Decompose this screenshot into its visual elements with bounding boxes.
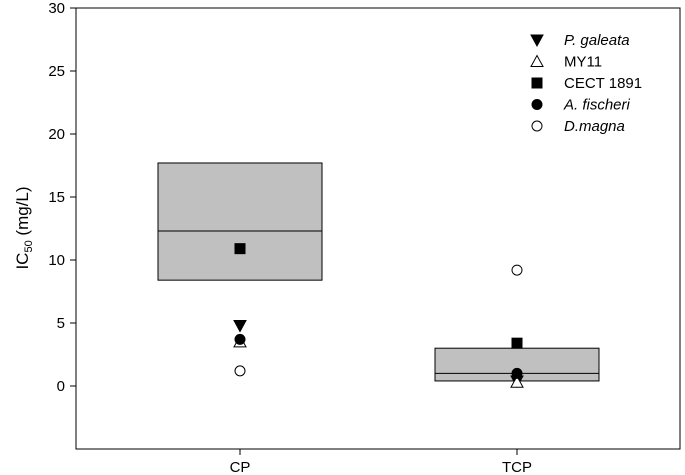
- y-tick-label-15: 15: [48, 189, 65, 206]
- legend-marker-cect-1891: [531, 77, 543, 89]
- point-cect-1891-cp: [234, 243, 246, 255]
- legend-label-cect-1891: CECT 1891: [564, 75, 642, 92]
- legend-label-a-fischeri: A. fischeri: [563, 97, 631, 114]
- plot-frame: [75, 7, 681, 450]
- legend-marker-d-magna: [531, 120, 543, 132]
- x-tick-label-tcp: TCP: [502, 459, 532, 475]
- x-tick-label-cp: CP: [230, 459, 251, 475]
- y-tick-label-10: 10: [48, 252, 65, 269]
- legend-marker-p-galeata: [530, 34, 544, 48]
- y-tick-label-25: 25: [48, 63, 65, 80]
- point-p-galeata-cp: [233, 320, 247, 333]
- legend-label-p-galeata: P. galeata: [564, 32, 630, 49]
- point-d-magna-tcp: [511, 264, 523, 276]
- x-axis: CP TCP: [230, 449, 532, 475]
- legend: P. galeata MY11 CECT 1891 A. fischeri D.magn…: [530, 32, 642, 135]
- point-d-magna-cp: [234, 365, 246, 377]
- points-group: [233, 243, 524, 389]
- y-tick-label-20: 20: [48, 126, 65, 143]
- y-tick-label-0: 0: [57, 378, 65, 395]
- legend-label-d-magna: D.magna: [564, 118, 625, 135]
- legend-label-my11: MY11: [564, 54, 602, 71]
- point-a-fischeri-cp: [234, 333, 246, 345]
- point-a-fischeri-tcp: [511, 367, 523, 379]
- point-my11-tcp: [510, 375, 524, 388]
- legend-marker-my11: [530, 54, 544, 67]
- box-group: [157, 162, 600, 382]
- y-axis: 0 5 10 15 20 25 30: [48, 0, 76, 395]
- legend-marker-a-fischeri: [531, 99, 543, 110]
- y-tick-label-5: 5: [57, 315, 65, 332]
- y-axis-title: IC50 (mg/L): [13, 186, 35, 269]
- point-cect-1891-tcp: [511, 337, 523, 349]
- box-cp: [157, 162, 323, 281]
- y-tick-label-30: 30: [48, 0, 65, 17]
